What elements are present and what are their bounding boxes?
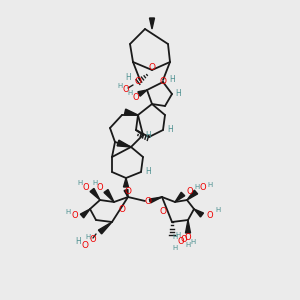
Text: H: H xyxy=(77,180,83,186)
Polygon shape xyxy=(149,197,162,203)
Polygon shape xyxy=(90,188,100,200)
Text: H: H xyxy=(167,125,173,134)
Text: O: O xyxy=(134,77,142,86)
Text: H: H xyxy=(190,239,196,245)
Text: O: O xyxy=(178,238,184,247)
Text: H: H xyxy=(172,245,178,251)
Polygon shape xyxy=(149,18,154,29)
Text: H: H xyxy=(169,76,175,85)
Text: H: H xyxy=(176,232,181,238)
Text: H: H xyxy=(145,167,151,176)
Text: O: O xyxy=(207,211,213,220)
Polygon shape xyxy=(138,90,147,96)
Polygon shape xyxy=(185,220,190,233)
Polygon shape xyxy=(104,190,114,202)
Polygon shape xyxy=(124,178,128,187)
Text: O: O xyxy=(200,184,206,193)
Text: O: O xyxy=(118,206,125,214)
Text: H: H xyxy=(185,242,190,248)
Polygon shape xyxy=(124,190,128,197)
Text: O: O xyxy=(145,197,152,206)
Text: O: O xyxy=(90,236,96,244)
Text: H: H xyxy=(194,184,200,190)
Polygon shape xyxy=(117,140,131,147)
Text: O: O xyxy=(181,236,187,244)
Text: H: H xyxy=(125,74,131,82)
Polygon shape xyxy=(194,209,203,217)
Text: O: O xyxy=(82,241,88,250)
Text: O: O xyxy=(133,92,139,101)
Text: H: H xyxy=(215,207,220,213)
Text: O: O xyxy=(97,182,103,191)
Text: O: O xyxy=(185,233,191,242)
Text: H: H xyxy=(175,89,181,98)
Text: H: H xyxy=(172,234,178,240)
Text: O: O xyxy=(160,77,167,86)
Text: O: O xyxy=(160,208,167,217)
Text: O: O xyxy=(148,62,155,71)
Text: O: O xyxy=(124,188,131,196)
Text: O: O xyxy=(187,187,193,196)
Polygon shape xyxy=(187,190,198,200)
Text: H: H xyxy=(128,90,133,96)
Text: H: H xyxy=(85,234,91,240)
Text: O: O xyxy=(72,212,78,220)
Text: H: H xyxy=(65,209,70,215)
Text: H: H xyxy=(207,182,213,188)
Text: O: O xyxy=(83,182,89,191)
Text: H: H xyxy=(92,180,98,186)
Polygon shape xyxy=(98,222,112,234)
Polygon shape xyxy=(175,192,185,202)
Text: H: H xyxy=(75,238,81,247)
Text: H: H xyxy=(117,83,123,89)
Polygon shape xyxy=(80,209,90,218)
Text: H: H xyxy=(145,131,151,140)
Polygon shape xyxy=(124,109,138,115)
Text: O: O xyxy=(123,85,129,94)
